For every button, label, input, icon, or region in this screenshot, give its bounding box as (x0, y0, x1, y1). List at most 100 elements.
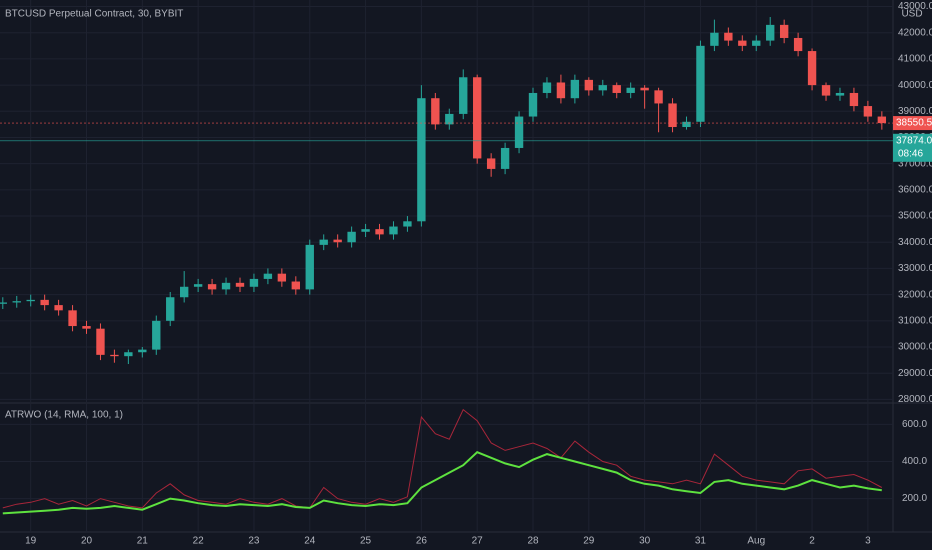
x-tick-label: 26 (416, 536, 428, 547)
y-tick-label: 40000.0 (898, 80, 932, 91)
candle-body (82, 326, 91, 329)
labels: 19 20 21 22 23 24 25 26 27 28 29 30 31 Aug 2 328000.029… (25, 1, 932, 547)
indicator-title: ATRWO (14, RMA, 100, 1) (5, 410, 123, 421)
x-tick-label: 23 (248, 536, 260, 547)
price-badge-label: 38550.5 (896, 118, 932, 129)
candle-body (221, 282, 231, 290)
candle-body (612, 85, 621, 93)
candle-body (738, 40, 747, 46)
x-tick-label: 21 (137, 536, 149, 547)
currency: USD (901, 9, 922, 20)
candle-body (528, 92, 538, 117)
candle-body (12, 301, 21, 303)
y-tick-label: 43000.0 (898, 1, 932, 12)
y-tick-label: 42000.0 (898, 27, 932, 38)
y-tick-label: 39000.0 (898, 106, 932, 117)
x-tick-label: 3 (865, 536, 871, 547)
candle-body (96, 328, 105, 355)
candle-body (626, 87, 635, 93)
candle-body (793, 37, 803, 52)
candle-body (26, 299, 35, 302)
x-tick-label: 20 (81, 536, 93, 547)
y-tick-label: 30000.0 (898, 342, 932, 353)
x-tick-label: 28 (527, 536, 539, 547)
price-badge-label: 37874.0 (896, 135, 932, 146)
y-tick-label: 35000.0 (898, 211, 932, 222)
y-tick-label: 37000.0 (898, 158, 932, 169)
candle-body (598, 85, 607, 91)
y-tick-label: 400.0 (902, 456, 927, 467)
candle-body (877, 116, 887, 124)
candle-body (417, 98, 426, 222)
x-tick-label: 19 (25, 536, 37, 547)
candle-body (431, 98, 440, 125)
candle-body (724, 32, 733, 41)
candle-body (668, 103, 677, 128)
candle-body (863, 106, 873, 117)
candle-body (640, 87, 649, 91)
candle-body (654, 90, 663, 104)
candle-body (584, 79, 594, 91)
x-tick-label: 2 (809, 536, 815, 547)
x-tick-label: 31 (695, 536, 707, 547)
candle-body (152, 320, 161, 350)
grid (0, 0, 893, 532)
candle-body (752, 40, 761, 46)
y-tick-label: 29000.0 (898, 368, 932, 379)
candle-body (556, 82, 566, 99)
candle-body (570, 79, 580, 99)
price-badge (893, 116, 932, 131)
candle-body (459, 77, 468, 114)
y-tick-label: 28000.0 (898, 394, 932, 405)
y-tick-label: 200.0 (902, 493, 927, 504)
candle-body (473, 77, 482, 159)
candle-body (835, 92, 845, 96)
x-tick-label: 27 (472, 536, 484, 547)
candle-body (40, 299, 49, 306)
x-tick-label: 30 (639, 536, 651, 547)
candle-body (305, 244, 314, 290)
candle-body (821, 85, 831, 96)
candle-body (710, 32, 719, 46)
candle-body (0, 302, 7, 304)
candle-body (361, 229, 370, 232)
candle-body (375, 229, 384, 235)
candle-body (486, 158, 496, 169)
x-tick-label: 22 (193, 536, 205, 547)
candle-body (110, 354, 119, 357)
candle-body (193, 284, 203, 287)
countdown: 08:46 (898, 148, 923, 159)
candle-body (291, 281, 300, 290)
candle-body (389, 226, 398, 235)
candle-body (542, 82, 552, 93)
y-tick-label: 600.0 (902, 419, 927, 430)
candle-body (807, 51, 817, 86)
candle-body (682, 121, 691, 128)
y-tick-label: 34000.0 (898, 237, 932, 248)
y-tick-label: 41000.0 (898, 54, 932, 65)
y-tick-label: 33000.0 (898, 263, 932, 274)
candle-body (347, 231, 356, 243)
candle-body (235, 282, 245, 287)
candle-body (68, 310, 77, 327)
y-tick-label: 32000.0 (898, 289, 932, 300)
candle-body (445, 113, 454, 125)
candle-body (403, 221, 412, 227)
x-tick-label: 24 (304, 536, 316, 547)
candle-body (54, 305, 63, 311)
candle-body (766, 24, 775, 41)
x-tick-label: 25 (360, 536, 372, 547)
x-tick-label: 29 (583, 536, 595, 547)
candle-body (166, 297, 175, 321)
candle-body (207, 284, 217, 290)
price-badge (893, 133, 932, 162)
y-tick-label: 36000.0 (898, 185, 932, 196)
candle-body (277, 273, 287, 282)
indicator-line (2, 451, 882, 515)
candle-body (779, 24, 789, 38)
candle-body (849, 92, 859, 107)
candle-body (696, 45, 705, 122)
candle-body (124, 352, 133, 357)
